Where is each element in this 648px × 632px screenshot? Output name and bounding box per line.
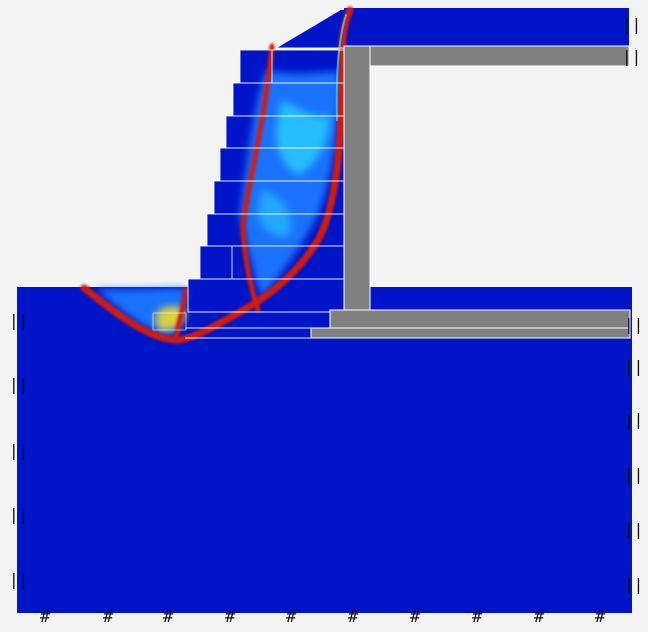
bc-left-marker: || (9, 441, 28, 460)
vertical-wall (343, 45, 371, 313)
contour-interior-mid (275, 100, 330, 175)
bc-bottom-marker: # (40, 607, 51, 627)
concrete-structure (310, 45, 631, 339)
wall-top-wedge (276, 10, 344, 48)
foundation-soil (17, 287, 632, 613)
bc-bottom-marker: # (410, 607, 421, 627)
bc-right-marker: || (624, 465, 643, 484)
contour-field (96, 70, 341, 336)
bc-left-marker: || (9, 311, 28, 330)
bc-bottom-marker: # (225, 607, 236, 627)
bc-right-marker: || (624, 357, 643, 376)
backfill-top (344, 8, 629, 46)
contour-interior-mid (258, 190, 291, 237)
base-slab-lower (310, 327, 631, 339)
base-slab-upper (329, 309, 631, 329)
bc-top_right-marker: || (622, 15, 641, 34)
bc-right-marker: || (624, 575, 643, 594)
bc-right-marker: || (624, 410, 643, 429)
bc-bottom-marker: # (348, 607, 359, 627)
bc-right-marker: || (624, 520, 643, 539)
bc-bottom-marker: # (286, 607, 297, 627)
bc-bottom-marker: # (163, 607, 174, 627)
bc-bottom-marker: # (472, 607, 483, 627)
top-slab (343, 45, 630, 67)
boundary-conditions: || || || || || || || || || || || # # # # # # # # # # || || (9, 15, 643, 627)
bc-bottom-marker: # (595, 607, 606, 627)
bc-left-marker: || (9, 570, 28, 589)
bc-bottom-marker: # (534, 607, 545, 627)
shear-band-edge (335, 14, 347, 121)
bc-left-marker: || (9, 375, 28, 394)
bc-bottom-marker: # (103, 607, 114, 627)
bc-right-marker: || (624, 315, 643, 334)
bc-left-marker: || (9, 505, 28, 524)
bc-top_right-marker: || (622, 47, 641, 66)
